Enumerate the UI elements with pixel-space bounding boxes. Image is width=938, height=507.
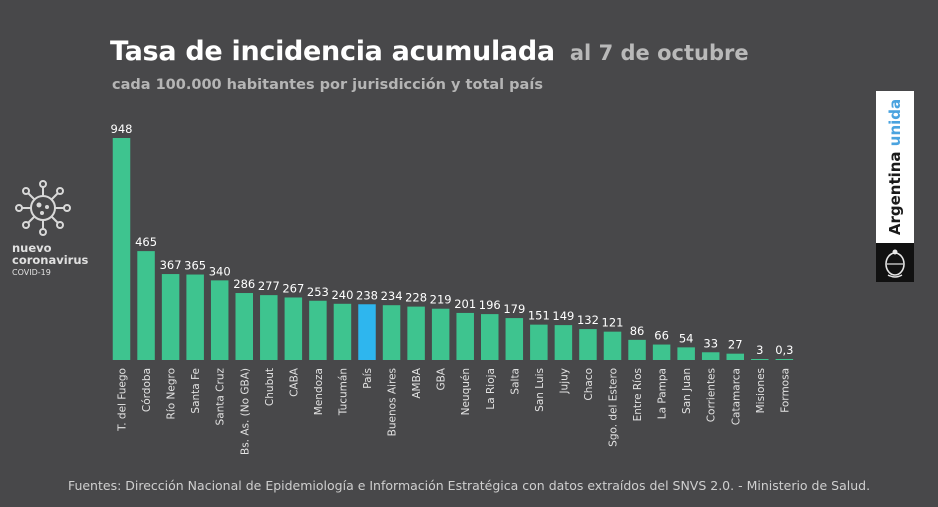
bar-value-label-20: 121 (602, 316, 624, 330)
logo-line-covid: COVID-19 (12, 268, 51, 277)
category-label-2: Río Negro (166, 368, 178, 419)
category-label-13: GBA (436, 367, 448, 390)
bar-value-label-17: 151 (528, 309, 550, 323)
argentina-unida-badge: Argentina unida (876, 91, 914, 282)
bar-value-label-22: 66 (654, 329, 669, 343)
category-label-17: San Luis (534, 368, 546, 412)
bar-23 (677, 347, 695, 360)
category-label-10: País (362, 368, 374, 389)
category-label-23: San Juan (681, 368, 693, 414)
category-label-4: Santa Cruz (215, 368, 227, 426)
bar-19 (579, 329, 597, 360)
bar-value-label-9: 240 (331, 288, 353, 302)
bar-20 (603, 331, 622, 360)
category-label-12: AMBA (411, 367, 423, 398)
bar-26 (751, 359, 769, 360)
category-label-24: Corrientes (706, 368, 718, 422)
bar-17 (530, 324, 548, 360)
bar-value-label-13: 219 (430, 293, 452, 307)
bar-value-label-11: 234 (381, 289, 403, 303)
bar-8 (309, 300, 327, 360)
bar-value-label-3: 365 (184, 259, 206, 273)
bar-value-label-18: 149 (552, 309, 574, 323)
category-label-15: La Rioja (485, 368, 497, 410)
logo-line-nuevo: nuevo (12, 241, 52, 255)
chart-title-row: Tasa de incidencia acumulada al 7 de oct… (110, 36, 749, 67)
category-label-8: Mendoza (313, 368, 325, 415)
category-label-7: CABA (288, 367, 300, 397)
badge-black-panel (876, 243, 914, 282)
bar-6 (260, 295, 278, 360)
bar-value-label-26: 3 (756, 343, 763, 357)
category-label-14: Neuquén (460, 368, 472, 415)
category-label-11: Buenos Aires (387, 368, 399, 436)
category-label-26: Misiones (755, 368, 767, 413)
category-label-18: Jujuy (558, 368, 570, 395)
coat-of-arms-icon (885, 249, 905, 278)
virus-icon (15, 180, 71, 236)
category-label-0: T. del Fuego (117, 368, 129, 432)
chart-title: Tasa de incidencia acumulada (110, 36, 555, 67)
bar-9 (333, 303, 352, 360)
bar-1 (137, 251, 155, 360)
chart-subtitle: cada 100.000 habitantes por jurisdicción… (112, 77, 543, 93)
category-label-3: Santa Fe (190, 368, 202, 414)
bar-14 (456, 312, 474, 360)
bar-value-label-5: 286 (233, 277, 255, 291)
category-label-5: Bs. As. (No GBA) (239, 368, 251, 455)
category-label-6: Chubut (264, 368, 276, 406)
badge-white-panel: Argentina unida (876, 91, 914, 243)
bar-value-label-16: 179 (503, 302, 525, 316)
bar-value-label-0: 948 (111, 122, 133, 136)
bar-value-label-23: 54 (679, 331, 694, 345)
bar-value-label-7: 267 (282, 281, 304, 295)
bar-value-label-24: 33 (703, 336, 718, 350)
bar-12 (407, 306, 425, 360)
bar-22 (652, 344, 671, 360)
category-label-20: Sgo. del Estero (608, 368, 620, 447)
category-label-1: Córdoba (141, 368, 153, 412)
bar-0 (112, 138, 131, 360)
bar-5 (235, 293, 253, 360)
bar-value-label-15: 196 (479, 298, 501, 312)
source-note: Fuentes: Dirección Nacional de Epidemiol… (67, 478, 871, 493)
bar-value-label-6: 277 (258, 279, 280, 293)
nuevo-coronavirus-logo: nuevo coronavirus COVID-19 (12, 178, 92, 277)
category-label-16: Salta (509, 368, 521, 395)
logo-line-coronavirus: coronavirus (12, 253, 89, 267)
bar-value-label-19: 132 (577, 313, 599, 327)
bar-value-label-4: 340 (209, 264, 231, 278)
bar-18 (554, 325, 573, 360)
bar-value-label-2: 367 (160, 258, 182, 272)
bar-chart: 948 T. del Fuego 465 Córdoba 367 Río Negro 365… (111, 122, 794, 455)
bar-value-label-10: 238 (356, 288, 378, 302)
bar-10 (358, 304, 376, 360)
bar-21 (628, 339, 646, 360)
bar-16 (505, 318, 524, 360)
bar-2 (161, 274, 180, 360)
bar-value-label-14: 201 (454, 297, 476, 311)
bar-value-label-21: 86 (630, 324, 645, 338)
bar-24 (701, 352, 720, 360)
bar-25 (726, 353, 744, 360)
category-label-21: Entre Ríos (632, 368, 644, 421)
bar-4 (210, 280, 229, 360)
bar-15 (481, 314, 499, 360)
bar-13 (431, 308, 450, 360)
category-label-22: La Pampa (657, 368, 669, 419)
bar-value-label-8: 253 (307, 285, 329, 299)
bar-27 (775, 359, 794, 360)
bar-value-label-27: 0,3 (775, 343, 793, 357)
bar-value-label-1: 465 (135, 235, 157, 249)
bar-value-label-25: 27 (728, 338, 743, 352)
category-label-9: Tucumán (337, 368, 349, 416)
bar-7 (284, 297, 303, 360)
chart-date: al 7 de octubre (569, 41, 749, 65)
bar-3 (186, 274, 204, 360)
category-label-19: Chaco (583, 368, 595, 401)
category-label-27: Formosa (779, 368, 791, 413)
bar-value-label-12: 228 (405, 291, 427, 305)
bar-11 (382, 305, 401, 360)
category-label-25: Catamarca (730, 368, 742, 425)
